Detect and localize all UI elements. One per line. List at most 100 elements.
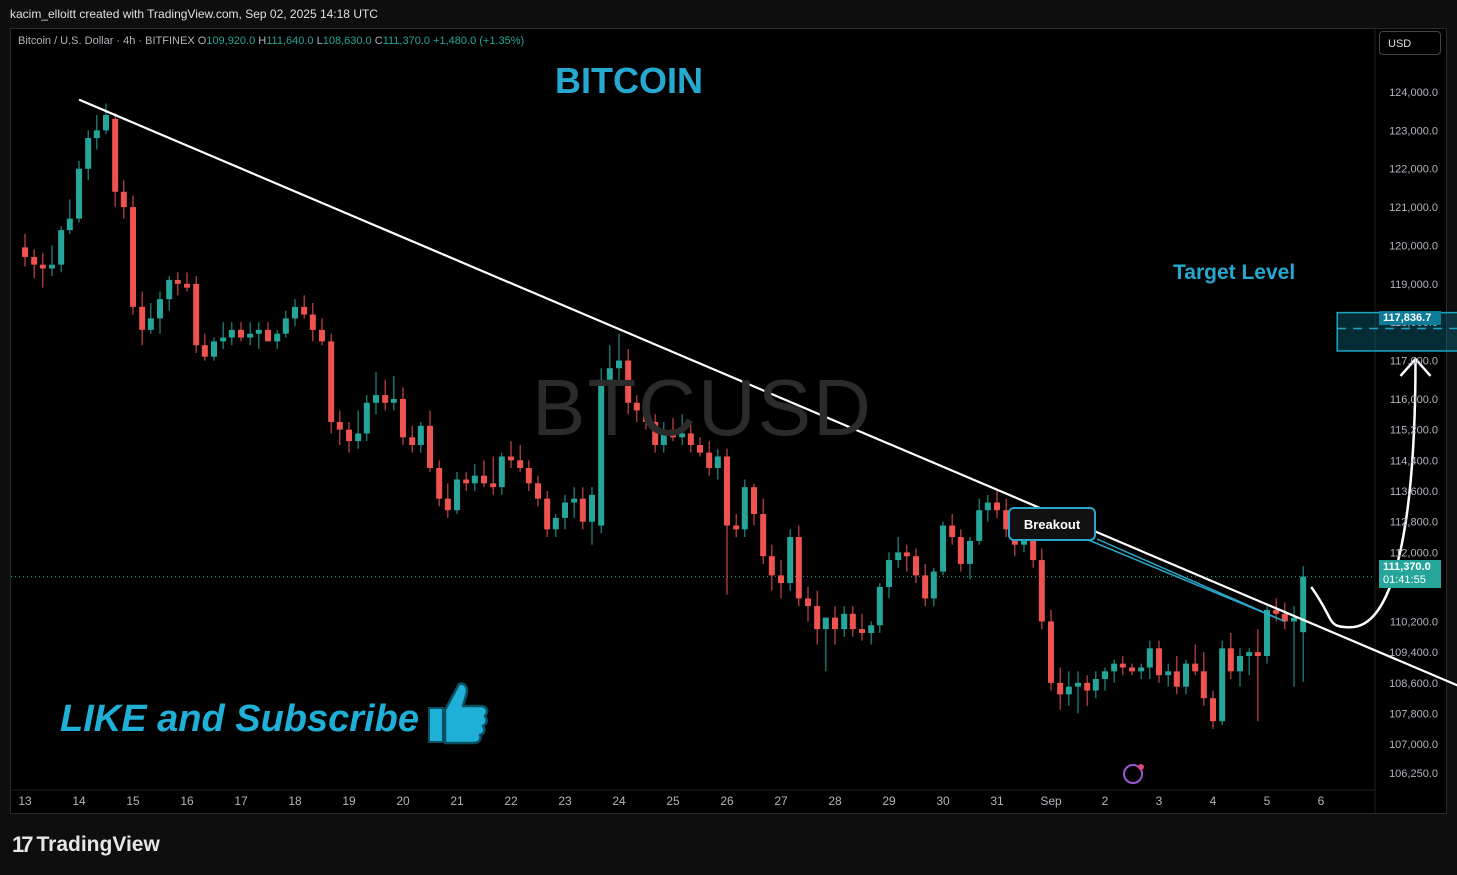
candle-body (822, 617, 829, 630)
x-tick-label: 6 (1318, 794, 1325, 808)
candle-body (147, 318, 154, 330)
candle-body (805, 598, 811, 607)
candle-body (211, 341, 217, 357)
candle-body (1156, 648, 1162, 676)
x-tick-label: 18 (288, 794, 302, 808)
candle-body (535, 483, 541, 499)
x-tick-label: 23 (558, 794, 572, 808)
candle-body (1273, 609, 1280, 614)
candle-body (598, 379, 605, 526)
x-tick-label: 17 (234, 794, 248, 808)
candle-body (274, 333, 281, 342)
candle-body (417, 425, 424, 445)
candle-body (66, 218, 73, 231)
candle-body (454, 479, 460, 511)
candle-body (346, 429, 352, 442)
close-label: C (374, 35, 383, 47)
candle-body (976, 510, 983, 541)
candle-body (579, 498, 586, 522)
x-tick-label: 16 (180, 794, 194, 808)
candle-body (490, 483, 497, 488)
candle-body (552, 517, 559, 530)
candle-body (1057, 682, 1064, 695)
candle-body (49, 264, 55, 269)
last-price-tag: 111,370.0 01:41:55 (1379, 560, 1441, 588)
candle-body (876, 586, 883, 626)
thumbs-up-icon (428, 682, 489, 745)
x-tick-label: 26 (720, 794, 734, 808)
x-tick-label: 13 (18, 794, 32, 808)
candle-body (184, 283, 190, 288)
candle-body (1146, 648, 1153, 668)
candle-body (498, 456, 505, 488)
y-tick-label: 109,400.0 (1389, 647, 1438, 659)
y-tick-label: 116,000.0 (1390, 394, 1438, 406)
candle-body (1119, 663, 1126, 668)
candle-body (886, 560, 892, 587)
candle-body (1227, 648, 1234, 672)
candle-body (193, 283, 200, 346)
candle-body (913, 556, 919, 576)
candle-body (471, 475, 478, 484)
candle-body (1065, 686, 1072, 695)
candle-body (31, 256, 38, 265)
candle-body (814, 606, 821, 630)
x-tick-label: 28 (828, 794, 842, 808)
candle-body (517, 460, 524, 468)
candle-body (336, 421, 343, 430)
candle-body (652, 421, 659, 445)
x-tick-label: 27 (774, 794, 788, 808)
tradingview-logo[interactable]: 17 TradingView (12, 832, 160, 858)
breakout-callout[interactable]: Breakout (1008, 507, 1096, 541)
candle-body (1102, 671, 1108, 680)
candle-body (1173, 671, 1180, 687)
y-tick-label: 119,000.0 (1390, 279, 1438, 291)
candle-body (255, 329, 262, 334)
y-tick-label: 112,000.0 (1390, 547, 1438, 559)
candle-body (984, 502, 991, 511)
candle-body (427, 425, 433, 468)
candle-body (1254, 652, 1261, 656)
candle-body (436, 467, 443, 499)
low-label: L (316, 35, 323, 47)
candle-body (751, 487, 757, 515)
candle-body (444, 498, 451, 511)
candle-body (787, 537, 794, 584)
candle-body (1200, 671, 1207, 699)
candle-body (166, 279, 173, 300)
open-value: 109,920.0 (206, 35, 256, 47)
tradingview-brand-text: TradingView (36, 833, 160, 856)
candle-body (859, 629, 865, 633)
candle-body (544, 498, 551, 530)
candle-body (760, 514, 767, 557)
candle-body (85, 138, 92, 169)
candle-body (400, 398, 406, 438)
candle-body (778, 575, 784, 584)
symbol-legend[interactable]: Bitcoin / U.S. Dollar · 4h · BITFINEX O1… (18, 35, 524, 47)
candle-body (39, 264, 46, 269)
candle-body (670, 429, 676, 438)
candle-body (120, 191, 127, 208)
y-tick-label: 112,800.0 (1390, 517, 1438, 529)
candle-body (967, 540, 973, 564)
candle-body (724, 456, 730, 526)
x-tick-label: 31 (990, 794, 1004, 808)
candle-body (103, 115, 109, 131)
y-tick-label: 115,200.0 (1390, 425, 1438, 437)
candle-body (174, 279, 181, 284)
chart-frame[interactable] (10, 28, 1447, 814)
breakout-pointer (1085, 538, 1286, 623)
replay-icon-dot (1138, 764, 1144, 770)
candle-body (139, 306, 146, 330)
change-value: +1,480.0 (+1.35%) (433, 35, 525, 47)
y-tick-label: 123,000.0 (1389, 125, 1438, 137)
candle-body (1219, 648, 1226, 722)
candle-body (508, 456, 514, 461)
currency-selector[interactable]: USD (1379, 31, 1441, 55)
candle-body (633, 402, 640, 411)
target-price-text: 117,836.7 (1383, 312, 1432, 324)
overlay-layer (78, 98, 1457, 784)
candle-body (76, 168, 82, 219)
chart-title: BITCOIN (555, 60, 703, 101)
